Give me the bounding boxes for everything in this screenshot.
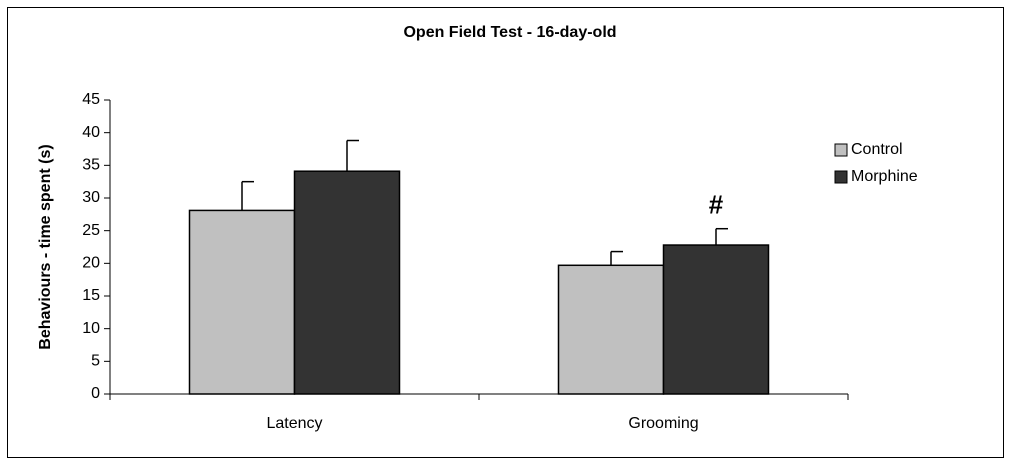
- y-tick-label: 40: [82, 124, 100, 141]
- chart-title: Open Field Test - 16-day-old: [403, 24, 616, 41]
- legend-label: Morphine: [851, 168, 918, 185]
- x-tick-label: Latency: [266, 415, 322, 432]
- y-tick-label: 5: [91, 353, 100, 370]
- y-tick-label: 15: [82, 287, 100, 304]
- legend-label: Control: [851, 141, 903, 158]
- annotation: #: [709, 190, 724, 220]
- legend-swatch: [834, 143, 848, 157]
- y-tick-label: 10: [82, 320, 100, 337]
- y-tick-label: 0: [91, 385, 100, 402]
- legend-swatch: [834, 170, 848, 184]
- y-tick-label: 20: [82, 255, 100, 272]
- bar: [188, 209, 296, 395]
- y-tick-label: 35: [82, 157, 100, 174]
- x-tick-label: Grooming: [628, 415, 698, 432]
- y-tick-label: 30: [82, 189, 100, 206]
- y-tick-label: 45: [82, 91, 100, 108]
- bar: [662, 244, 770, 395]
- bar: [557, 264, 665, 395]
- y-tick-label: 25: [82, 222, 100, 239]
- bar: [293, 170, 401, 395]
- y-axis-label: Behaviours - time spent (s): [37, 144, 54, 349]
- chart-frame: [7, 7, 1004, 458]
